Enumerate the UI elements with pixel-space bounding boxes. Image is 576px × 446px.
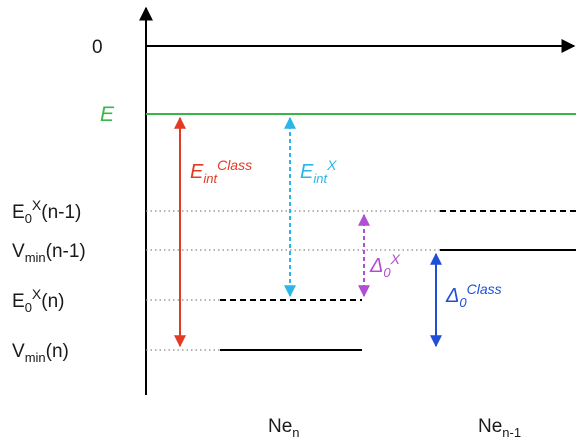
- e-int-class-label: EintClass: [190, 157, 252, 186]
- vmin-n-label: Vmin(n): [12, 341, 69, 365]
- e-int-x-label: EintX: [300, 157, 337, 186]
- e0x-n-minus-1-label: E0X(n-1): [12, 197, 81, 226]
- column-ne-n-minus-1-label: Nen-1: [478, 416, 521, 440]
- e0x-n-label: E0X(n): [12, 286, 65, 315]
- energy-label: E: [100, 103, 115, 126]
- zero-label: 0: [92, 37, 103, 58]
- column-ne-n-label: Nen: [268, 416, 300, 440]
- delta-x-label: Δ0X: [369, 251, 401, 280]
- delta-class-label: Δ0Class: [445, 281, 502, 310]
- vmin-n-minus-1-label: Vmin(n-1): [12, 241, 86, 265]
